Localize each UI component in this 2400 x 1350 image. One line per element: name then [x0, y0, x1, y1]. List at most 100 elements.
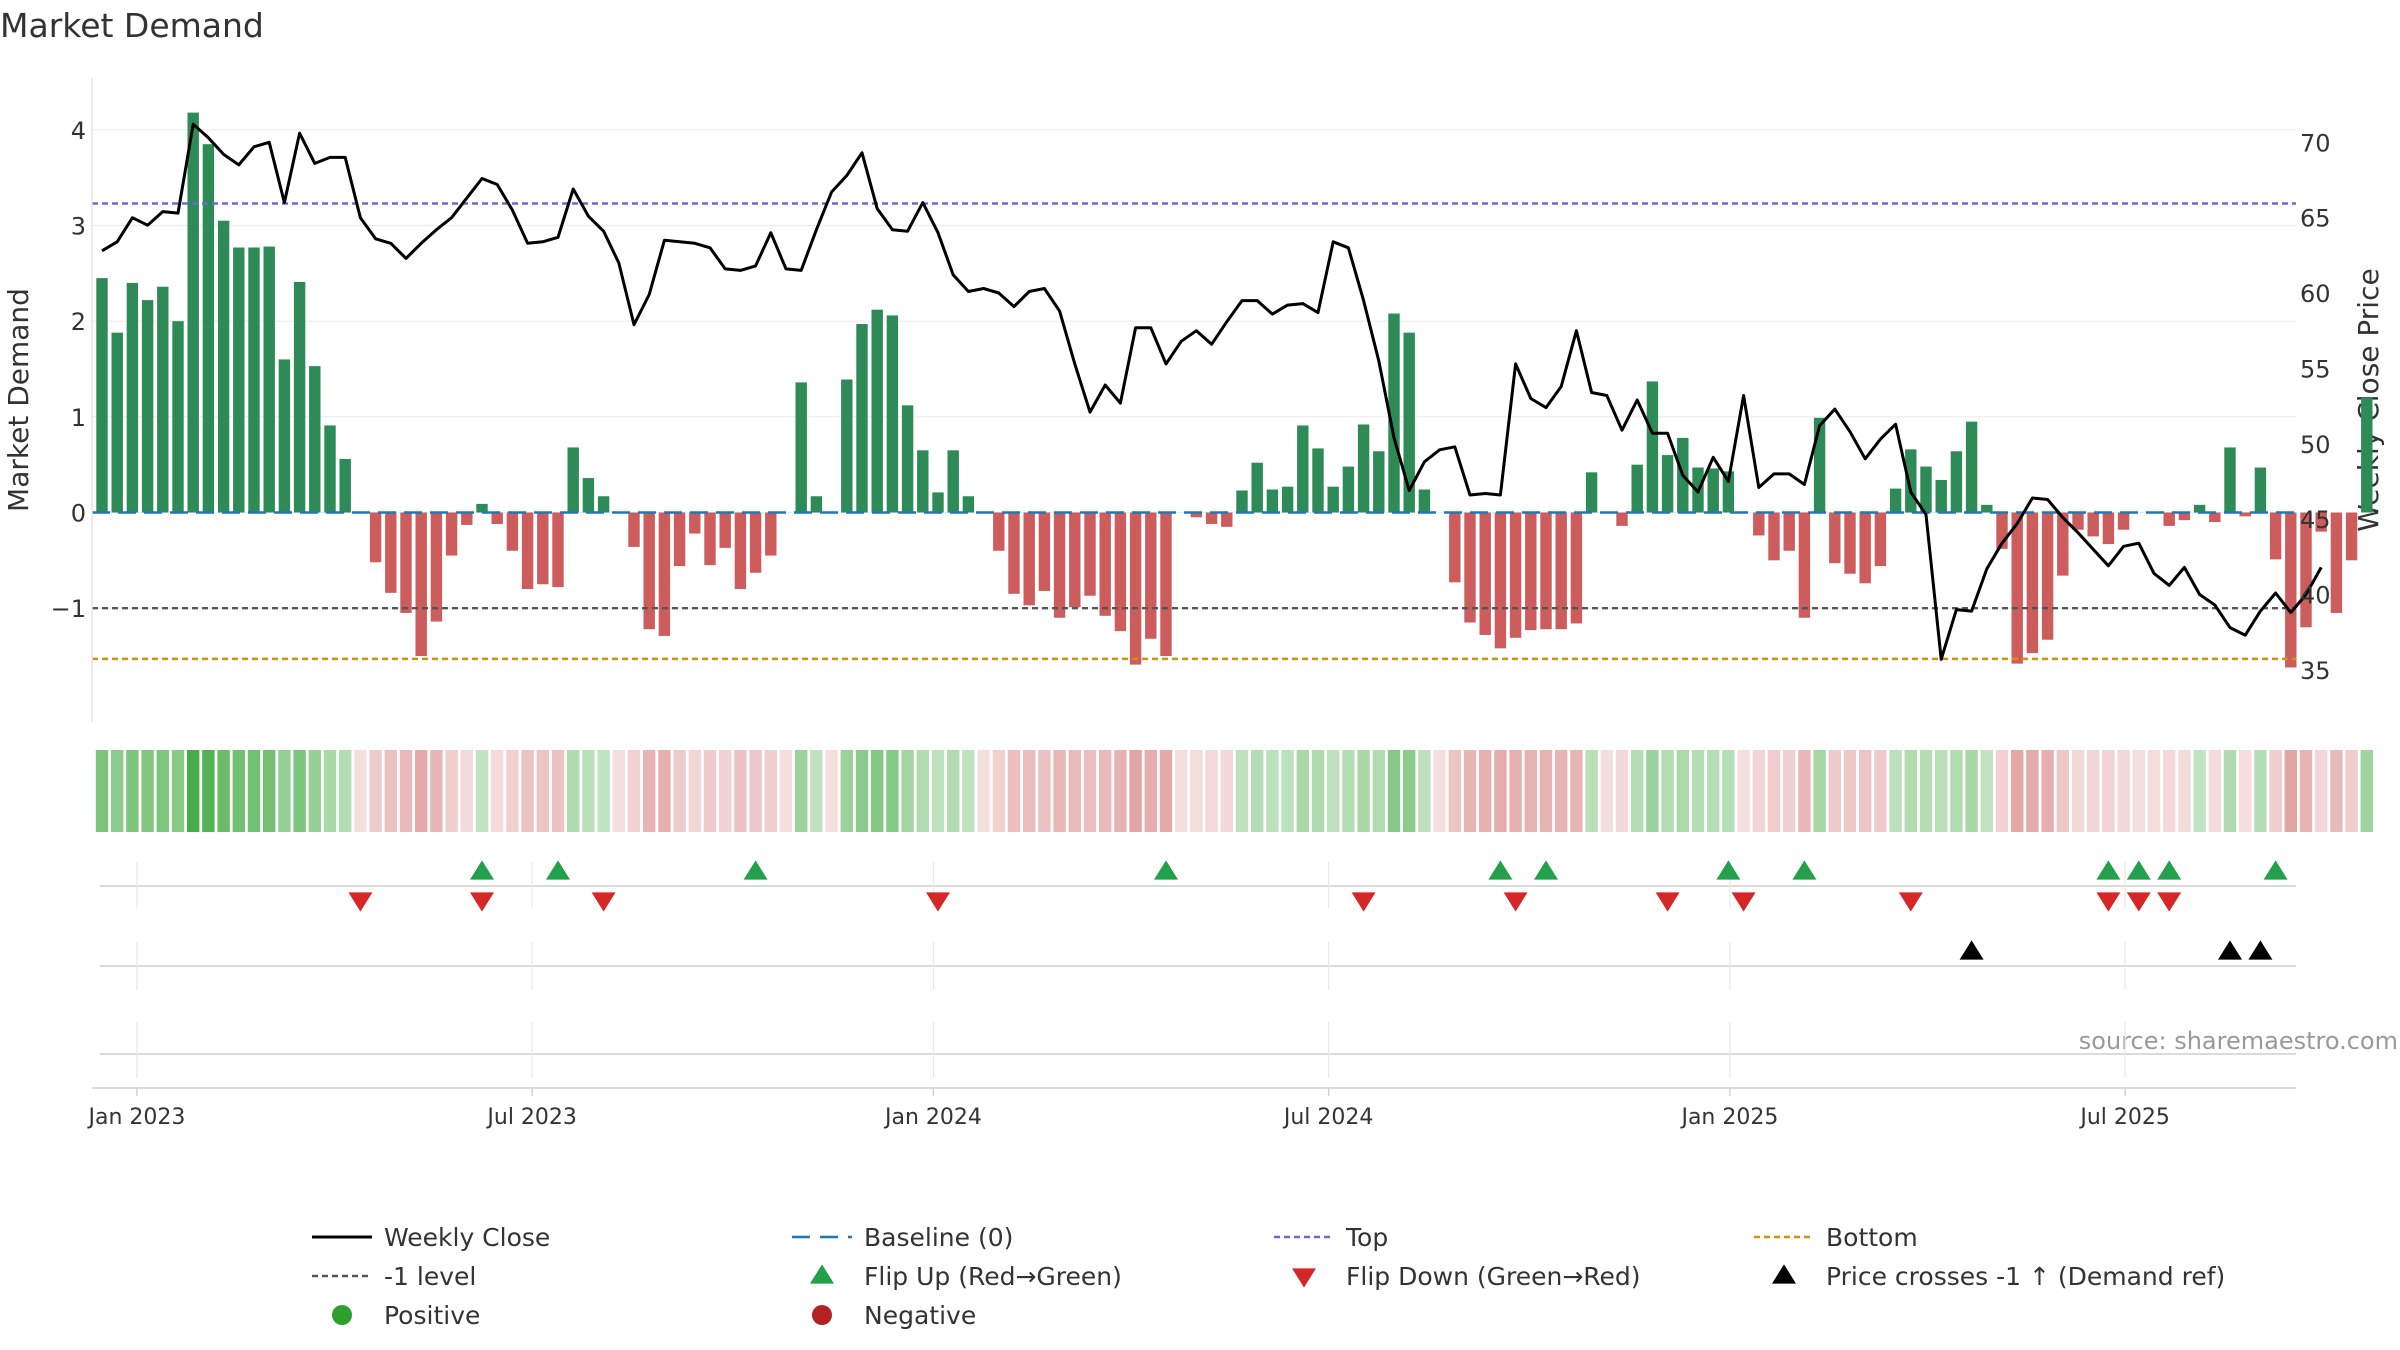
heat-cell	[1737, 750, 1750, 832]
heat-cell	[1448, 750, 1461, 832]
demand-bar	[521, 512, 534, 590]
demand-bars	[96, 112, 2373, 668]
demand-bar	[2285, 512, 2297, 668]
demand-bar	[1813, 417, 1826, 513]
demand-bar	[1798, 512, 1811, 618]
legend-item: Top	[1274, 1223, 1388, 1252]
heat-cell	[2102, 750, 2115, 832]
price-cross-marker	[1959, 940, 1984, 960]
y-axis-label: Market Demand	[2, 288, 35, 512]
heat-cell	[627, 750, 641, 832]
heat-cell	[2299, 750, 2313, 832]
legend-swatch-flip-down	[1292, 1268, 1316, 1288]
demand-bar	[491, 512, 503, 524]
heat-cell	[1615, 750, 1629, 832]
heat-cell	[658, 750, 671, 832]
demand-bar	[400, 512, 412, 613]
heat-cell	[1220, 750, 1233, 832]
demand-bar	[1281, 486, 1294, 513]
legend-label: Flip Down (Green→Red)	[1346, 1262, 1641, 1291]
heat-cell	[126, 750, 139, 832]
heat-cell	[187, 750, 200, 832]
demand-bar	[932, 492, 944, 513]
demand-bar	[1008, 512, 1020, 594]
demand-bar	[1829, 512, 1841, 564]
demand-bar	[1981, 504, 1993, 513]
flip-up-marker	[1792, 860, 1817, 880]
heat-cell	[247, 750, 261, 832]
heat-cell	[156, 750, 169, 832]
flip-up-marker	[2263, 860, 2288, 880]
demand-bar	[2224, 447, 2236, 513]
flip-down-marker	[470, 892, 494, 912]
flip-up-marker	[1488, 860, 1513, 880]
demand-bar	[1160, 512, 1172, 656]
demand-bar	[2269, 512, 2282, 560]
demand-bar	[1114, 512, 1127, 632]
heat-cell	[2223, 750, 2237, 832]
flip-down-marker	[2096, 892, 2121, 912]
heat-cell	[111, 750, 124, 832]
legend-label: -1 level	[384, 1262, 476, 1291]
legend-item: -1 level	[312, 1262, 476, 1291]
legend-swatch-flip-up	[810, 1264, 834, 1284]
heat-cell	[399, 750, 413, 832]
heat-cell	[2056, 750, 2069, 832]
heat-cell	[1068, 750, 1081, 832]
demand-bar	[2102, 512, 2115, 545]
flip-down-marker	[1731, 892, 1756, 912]
heat-cell	[2163, 750, 2176, 832]
flip-up-marker	[1534, 860, 1558, 880]
heat-cell	[536, 750, 549, 832]
flip-up-marker	[2096, 860, 2121, 880]
demand-bar	[263, 246, 275, 513]
heat-cell	[2330, 750, 2343, 832]
demand-bar	[111, 332, 123, 513]
legend-item: Baseline (0)	[792, 1223, 1013, 1252]
heat-cell	[2254, 750, 2267, 832]
heat-cell	[734, 750, 747, 832]
heat-cell	[460, 750, 473, 832]
heat-cell	[1980, 750, 1993, 832]
heat-cell	[1570, 750, 1583, 832]
y-tick-label: 2	[71, 308, 86, 336]
heat-cell	[2147, 750, 2161, 832]
demand-bar	[1935, 479, 1947, 513]
heat-cell	[779, 750, 793, 832]
legend-label: Price crosses -1 ↑ (Demand ref)	[1826, 1262, 2225, 1291]
heat-cell	[795, 750, 808, 832]
heat-cell	[202, 750, 215, 832]
heat-cell	[1707, 750, 1720, 832]
heat-cell	[1479, 750, 1492, 832]
demand-bar	[1053, 512, 1066, 618]
demand-bar	[1145, 512, 1157, 639]
heat-cell	[1129, 750, 1142, 832]
demand-bar	[2345, 512, 2358, 561]
demand-bar	[2163, 512, 2175, 526]
demand-bar	[2300, 512, 2312, 628]
heat-cell	[2041, 750, 2054, 832]
demand-bar	[962, 496, 975, 513]
heat-cell	[1007, 750, 1021, 832]
flip-up-marker	[1154, 860, 1178, 880]
demand-bar	[628, 512, 640, 547]
heat-cell	[916, 750, 929, 832]
demand-bar	[1464, 512, 1476, 623]
x-tick-label: Jul 2024	[1282, 1105, 1374, 1130]
y-tick-label: −1	[51, 595, 86, 623]
reference-lines	[92, 202, 2296, 661]
demand-bar	[734, 512, 747, 590]
demand-bar	[2239, 512, 2251, 517]
flip-down-marker	[926, 892, 950, 912]
flip-down-marker	[1351, 892, 1376, 912]
legend-label: Baseline (0)	[864, 1223, 1013, 1252]
heat-cell	[1296, 750, 1309, 832]
heat-cell	[171, 750, 185, 832]
demand-bar	[415, 512, 427, 656]
heat-cell	[597, 750, 610, 832]
flip-down-marker	[591, 892, 616, 912]
heat-cell	[308, 750, 321, 832]
heat-cell	[719, 750, 732, 832]
heat-cell	[947, 750, 960, 832]
